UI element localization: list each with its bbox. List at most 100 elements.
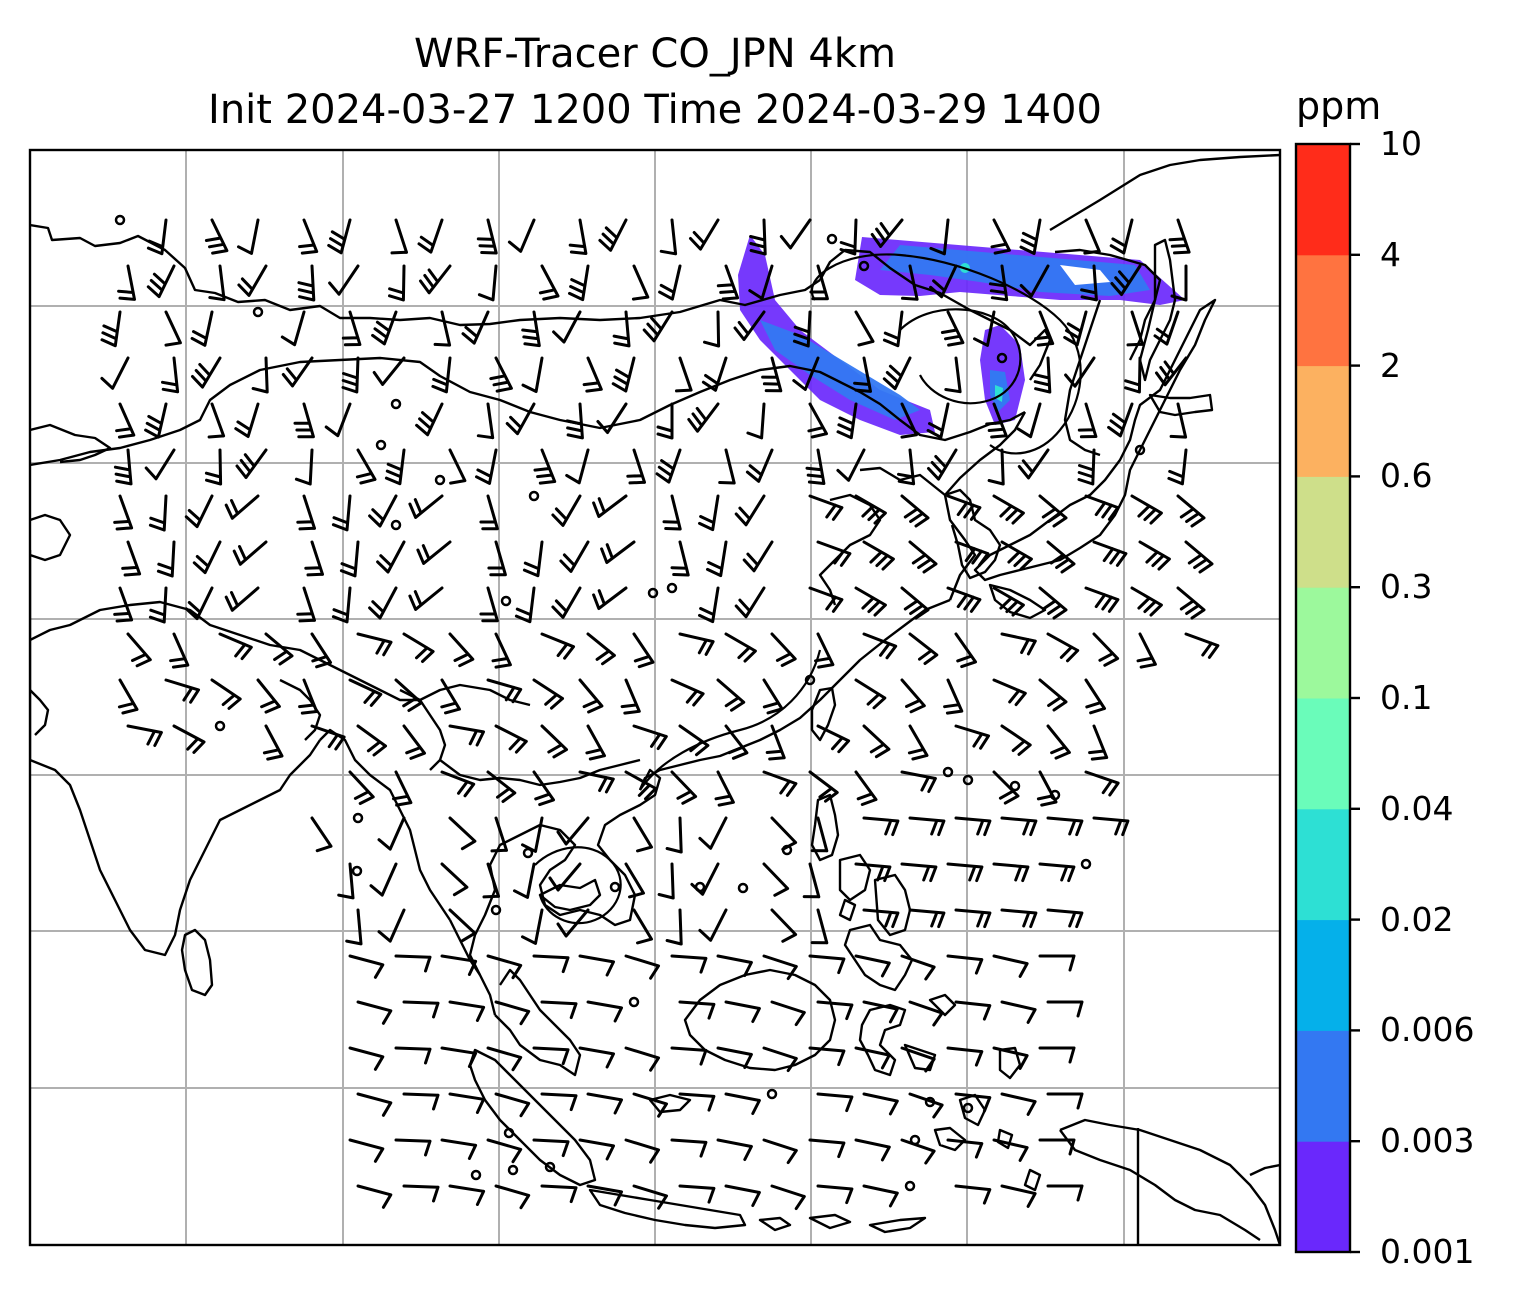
wind-barb — [816, 724, 851, 754]
wind-barb — [394, 678, 423, 712]
wind-barb — [115, 402, 136, 439]
wind-barb — [556, 908, 590, 938]
wind-barb — [946, 1138, 984, 1159]
colorbar-tick-label: 0.1 — [1380, 678, 1433, 717]
wind-barb — [184, 494, 214, 529]
wind-barb — [532, 1046, 570, 1066]
wind-barb — [100, 356, 130, 390]
wind-barb — [746, 402, 766, 440]
wind-barb — [907, 724, 929, 761]
wind-barb — [762, 1046, 798, 1073]
wind-barb — [126, 632, 152, 668]
wind-barb — [656, 402, 674, 440]
wind-barb — [631, 264, 650, 301]
calm-wind-marker — [737, 882, 749, 894]
calm-wind-marker — [434, 474, 446, 486]
wind-barb — [900, 1046, 936, 1073]
calm-wind-marker — [962, 774, 974, 786]
wind-barb — [626, 448, 646, 485]
wind-barb — [992, 1046, 1029, 1070]
wind-barb — [144, 448, 176, 481]
wind-barb — [870, 218, 904, 248]
wind-barb — [146, 218, 168, 256]
wind-barb — [348, 770, 375, 805]
wind-barb — [1046, 816, 1084, 837]
wind-barb — [184, 586, 214, 621]
wind-barb — [1000, 816, 1038, 837]
wind-barb — [1000, 632, 1037, 656]
wind-barb — [836, 402, 858, 440]
colorbar-segment — [1296, 144, 1350, 256]
wind-barb — [416, 540, 452, 565]
wind-barb — [734, 586, 766, 619]
wind-barb — [486, 1138, 523, 1164]
wind-barb — [368, 586, 398, 620]
wind-barb — [532, 678, 564, 710]
wind-barb — [1017, 448, 1050, 480]
wind-barb — [448, 1092, 486, 1114]
wind-barb — [440, 678, 461, 715]
wind-barbs — [100, 218, 1220, 1211]
wind-barb — [394, 1046, 432, 1065]
wind-barb — [1038, 1138, 1076, 1156]
calm-wind-marker — [909, 1134, 921, 1146]
wind-barb — [724, 1184, 761, 1207]
wind-barb — [532, 954, 570, 974]
wind-barb — [988, 264, 1009, 302]
wind-barb — [433, 310, 452, 347]
wind-barb — [624, 954, 660, 980]
wind-barb — [665, 816, 683, 854]
wind-barb — [521, 356, 544, 393]
wind-barb — [582, 356, 603, 393]
wind-barb — [1170, 264, 1188, 302]
wind-barb — [440, 1138, 478, 1160]
wind-barb — [678, 1092, 716, 1112]
wind-barb — [477, 264, 498, 302]
colorbar-tick-label: 0.001 — [1380, 1232, 1475, 1271]
calm-wind-marker — [214, 720, 226, 732]
wind-barb — [809, 264, 829, 301]
wind-barb — [146, 264, 176, 299]
wind-barb — [298, 218, 319, 255]
wind-barb — [1038, 1046, 1076, 1064]
wind-barb — [486, 678, 523, 704]
colorbar-unit-label: ppm — [1296, 84, 1382, 128]
wind-barb — [670, 770, 698, 805]
colorbar-segment — [1296, 587, 1350, 699]
wind-barb — [808, 954, 846, 975]
wind-barb — [716, 954, 753, 977]
calm-wind-marker — [609, 881, 621, 893]
wind-barb — [1063, 310, 1088, 347]
wind-barb — [1038, 954, 1076, 972]
wind-barb — [808, 1046, 846, 1067]
wind-barb — [440, 770, 476, 798]
wind-barb — [946, 586, 982, 613]
wind-barb — [1000, 724, 1032, 756]
wind-barb — [161, 356, 180, 394]
wind-barb — [448, 1000, 486, 1022]
wind-barb — [624, 1046, 660, 1072]
wind-barb — [805, 448, 826, 485]
wind-barb — [494, 724, 528, 754]
wind-barb — [992, 1138, 1029, 1162]
wind-barb — [792, 356, 820, 391]
wind-barb — [954, 724, 990, 750]
wind-barb — [585, 724, 606, 761]
wind-barb — [698, 908, 728, 942]
wind-barb — [1130, 494, 1163, 525]
wind-barb — [862, 724, 891, 759]
wind-barb — [294, 448, 314, 486]
wind-barb — [218, 632, 253, 661]
wind-barb — [348, 954, 385, 979]
wind-barb — [415, 402, 444, 437]
wind-barb — [280, 310, 306, 347]
wind-barb — [810, 816, 829, 853]
wind-barb — [494, 1000, 531, 1026]
wind-barb — [1000, 1184, 1037, 1208]
calm-wind-circles — [114, 214, 1146, 1192]
wind-barb — [207, 402, 226, 439]
wind-barb — [802, 862, 821, 899]
calm-wind-marker — [694, 881, 706, 893]
wind-barb — [678, 1000, 716, 1020]
wind-barb — [724, 1000, 761, 1023]
